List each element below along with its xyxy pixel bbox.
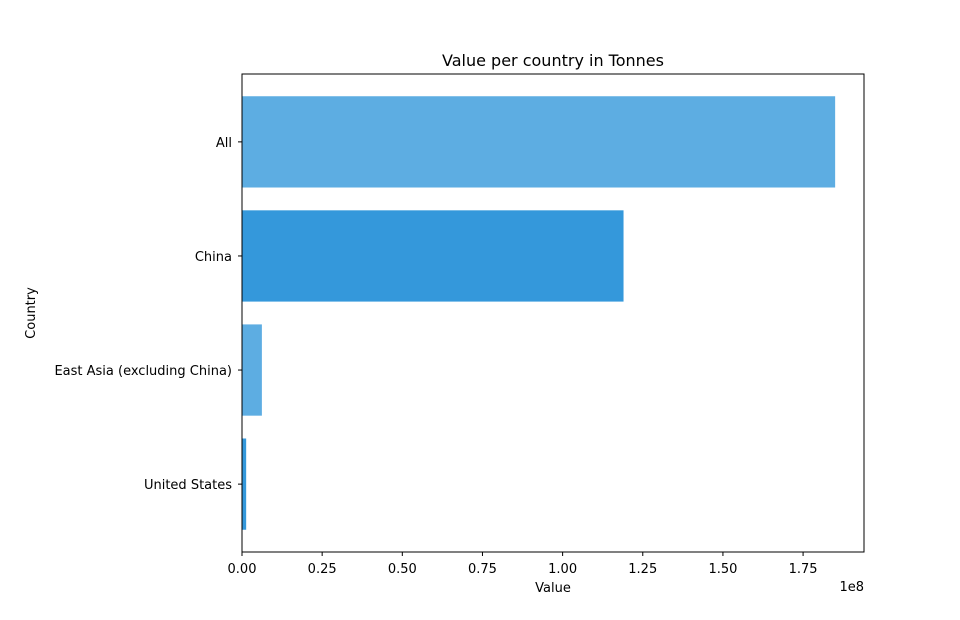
x-tick-label: 1.75 — [789, 562, 818, 577]
bar-all — [242, 96, 836, 188]
bar-united-states — [242, 438, 247, 530]
x-tick-label: 0.75 — [468, 562, 497, 577]
y-tick-label: United States — [144, 478, 232, 493]
bar-east-asia-excluding-china — [242, 324, 262, 416]
x-tick-label: 1.25 — [628, 562, 657, 577]
x-axis-offset-label: 1e8 — [839, 580, 864, 595]
x-axis-ticks: 0.00 0.25 0.50 0.75 1.00 1.25 1.50 1.75 — [228, 552, 818, 577]
x-tick-label: 0.50 — [388, 562, 417, 577]
x-tick-label: 0.00 — [228, 562, 257, 577]
plot-frame — [241, 73, 865, 553]
bars-group — [242, 96, 836, 530]
x-tick-label: 0.25 — [308, 562, 337, 577]
x-tick-label: 1.50 — [708, 562, 737, 577]
x-axis-label: Value — [535, 581, 571, 596]
y-tick-label: East Asia (excluding China) — [54, 364, 232, 379]
y-tick-label: All — [216, 136, 232, 151]
y-axis-label: Country — [24, 287, 39, 339]
y-axis-ticks: All China East Asia (excluding China) Unite… — [54, 136, 242, 493]
y-tick-label: China — [195, 250, 232, 265]
chart-title: Value per country in Tonnes — [442, 51, 664, 70]
bar-china — [242, 210, 624, 302]
x-tick-label: 1.00 — [548, 562, 577, 577]
